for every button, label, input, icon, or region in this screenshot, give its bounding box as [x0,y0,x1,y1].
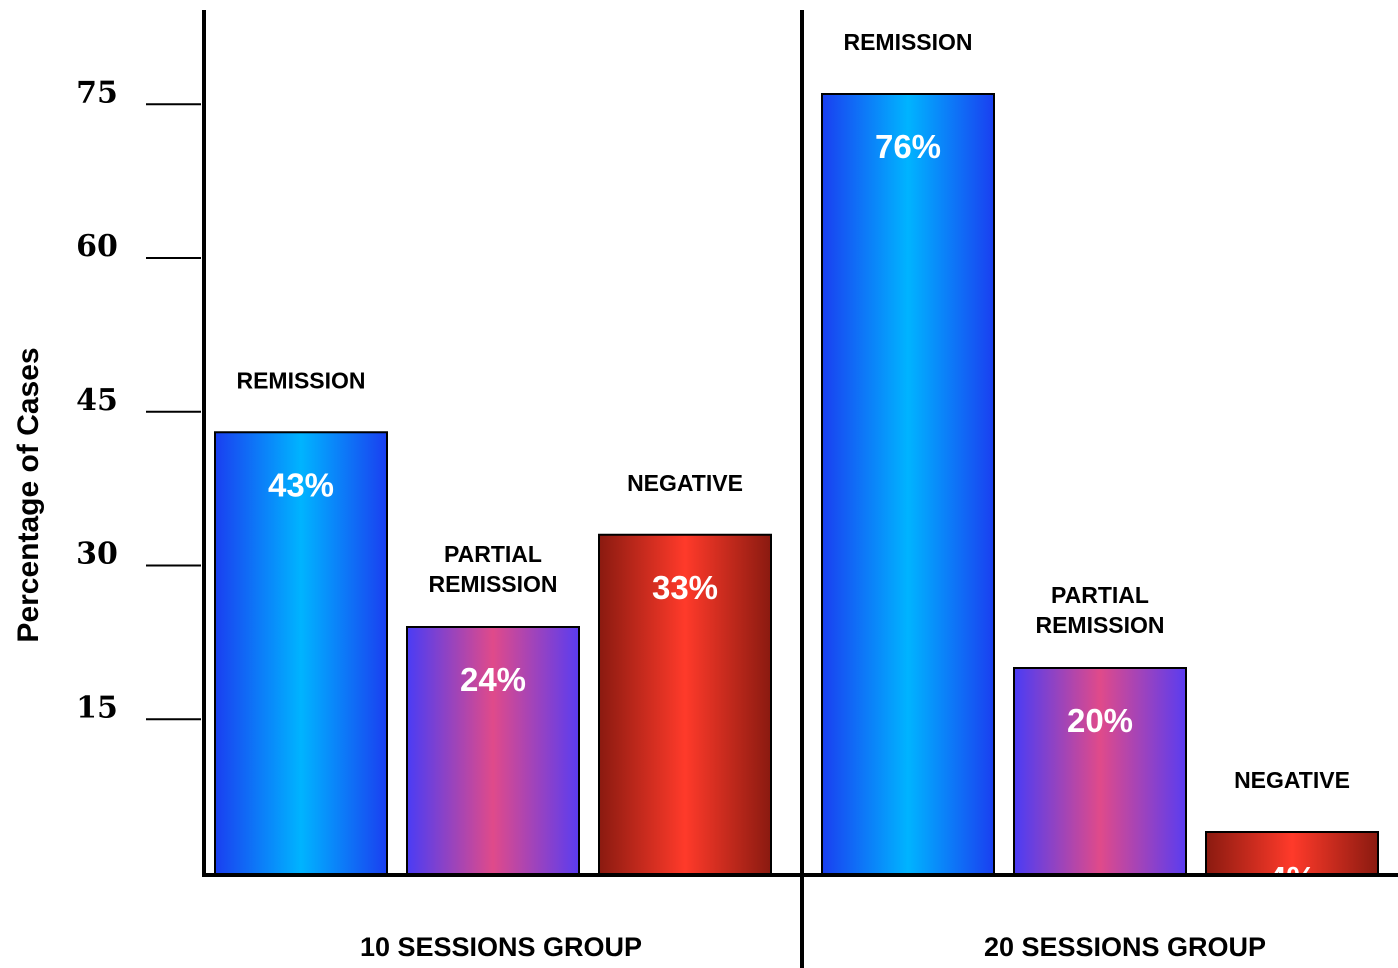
bar-category-label: REMISSION [236,367,365,393]
bar-category-label: NEGATIVE [1234,767,1350,793]
bar-value-label: 76% [875,128,941,165]
bars: 43% REMISSION 24% PARTIAL REMISSION 33% NEGATI… [214,29,1379,962]
bar-value-label: 4% [1268,860,1316,897]
bar [598,533,772,877]
y-tick-label: 15 [76,690,118,725]
bar-value-label: 24% [460,661,526,698]
bar-value-label: 20% [1067,702,1133,739]
bar-category-label: NEGATIVE [627,470,743,496]
group-label: 10 SESSIONS GROUP [360,932,642,962]
y-axis: 15 30 45 60 75 [76,75,201,725]
bar-category-label: PARTIAL [1051,582,1149,608]
group-label: 20 SESSIONS GROUP [984,932,1266,962]
y-tick-label: 75 [76,75,118,110]
bar-category-label: REMISSION [428,571,557,597]
bar [1205,831,1379,877]
y-tick-label: 60 [76,229,118,264]
y-axis-label: Percentage of Cases [12,347,45,642]
bar [1013,667,1187,877]
bar-category-label: REMISSION [1035,612,1164,638]
y-tick-label: 30 [76,537,118,572]
bar-value-label: 33% [652,569,718,606]
bar [821,93,995,877]
bar-value-label: 43% [268,466,334,503]
bar-category-label: REMISSION [843,29,972,55]
bar [214,431,388,877]
y-tick-label: 45 [76,383,118,418]
axes [202,10,1398,968]
bar-category-label: PARTIAL [444,541,542,567]
